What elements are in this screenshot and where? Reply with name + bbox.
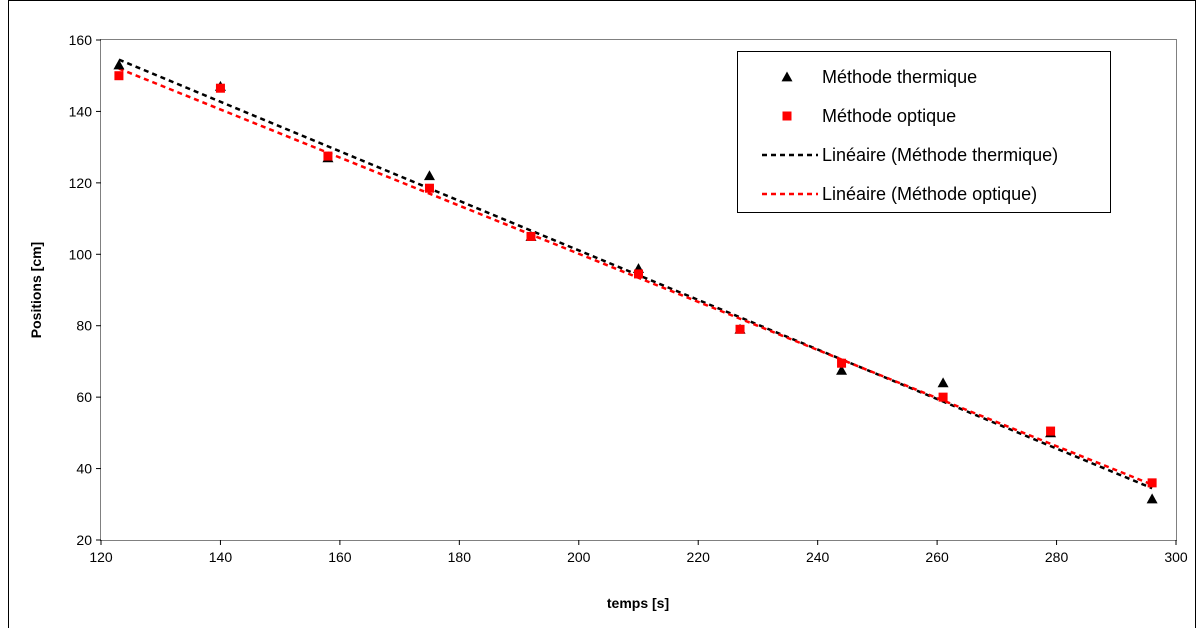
square-marker — [634, 269, 643, 279]
x-tick-label: 120 — [89, 549, 113, 565]
trendline — [118, 67, 1153, 486]
triangle-marker — [937, 377, 949, 388]
square-marker — [1046, 426, 1056, 436]
square-marker — [1147, 478, 1157, 488]
y-tick-label: 140 — [69, 103, 93, 119]
square-marker — [215, 83, 225, 93]
legend-label: Linéaire (Méthode thermique) — [822, 145, 1058, 165]
x-tick-label: 160 — [328, 549, 352, 565]
legend-marker — [782, 111, 792, 121]
square-marker — [938, 392, 948, 402]
y-tick-label: 100 — [69, 246, 93, 262]
data-points — [113, 59, 1158, 504]
y-axis-title: Positions [cm] — [28, 242, 44, 338]
y-tick-label: 160 — [69, 32, 93, 48]
square-marker — [114, 71, 124, 81]
x-axis-title: temps [s] — [607, 595, 669, 611]
x-tick-label: 280 — [1045, 549, 1069, 565]
legend-label: Méthode thermique — [822, 67, 977, 87]
axes: 120 140 160 180 200 220 240 260 280 300 20 40 60 80 10… — [69, 32, 1188, 565]
x-tick-label: 200 — [567, 549, 591, 565]
legend-box — [737, 51, 1111, 213]
triangle-marker — [1146, 493, 1158, 504]
square-marker — [424, 183, 434, 193]
x-tick-label: 220 — [687, 549, 711, 565]
triangle-marker — [423, 170, 435, 181]
x-tick-label: 140 — [209, 549, 233, 565]
triangle-marker — [113, 59, 125, 70]
square-marker — [735, 324, 745, 334]
legend-marker — [781, 71, 793, 82]
triangle-marker — [836, 364, 848, 375]
square-marker — [323, 151, 333, 161]
y-tick-label: 60 — [76, 389, 92, 405]
legend: Méthode thermique Méthode optique Linéaire… — [737, 51, 1111, 213]
legend-label: Linéaire (Méthode optique) — [822, 184, 1037, 204]
x-tick-label: 180 — [448, 549, 472, 565]
square-marker — [837, 358, 847, 368]
x-tick-label: 260 — [925, 549, 949, 565]
x-tick-label: 240 — [806, 549, 830, 565]
y-tick-label: 20 — [76, 532, 92, 548]
legend-label: Méthode optique — [822, 106, 956, 126]
y-tick-label: 120 — [69, 175, 93, 191]
y-tick-label: 80 — [76, 318, 92, 334]
y-tick-label: 40 — [76, 461, 92, 477]
square-marker — [526, 231, 536, 241]
x-tick-label: 300 — [1164, 549, 1188, 565]
